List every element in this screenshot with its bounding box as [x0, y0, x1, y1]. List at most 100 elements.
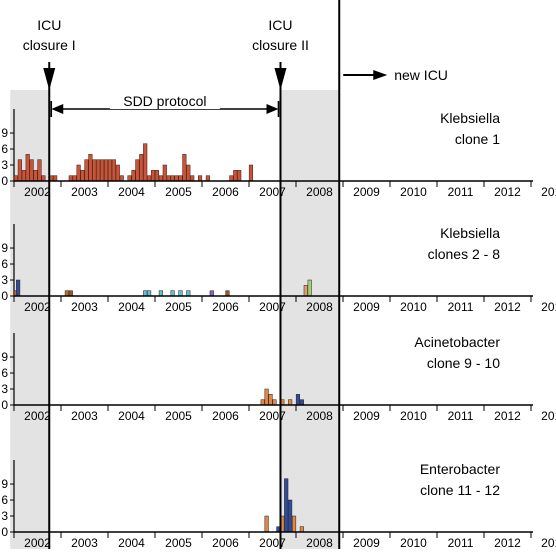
- x-tick-label-2007: 2007: [259, 300, 286, 314]
- bar-klebsiella-clone-1-26: [135, 159, 140, 182]
- bar-klebsiella-clone-1-6: [37, 159, 42, 182]
- y-tick-label: 9: [1, 477, 8, 491]
- y-tick-label: 3: [1, 382, 8, 396]
- icu-closure-2-label-line2: closure II: [252, 37, 309, 53]
- x-tick-label-2008: 2008: [306, 300, 333, 314]
- bar-klebsiella-clone-1-34: [166, 175, 171, 182]
- event-annotations: ICU closure I ICU closure II new ICU SDD prot…: [23, 0, 448, 549]
- x-tick-label-2009: 2009: [353, 185, 380, 199]
- bar-klebsiella-clone-1-33: [162, 164, 167, 182]
- bar-klebsiella-clone-1-7: [41, 175, 46, 182]
- bar-klebsiella-clone-1-20: [107, 159, 113, 182]
- bar-klebsiella-clone-1-11: [72, 175, 77, 182]
- x-tick-label-2004: 2004: [118, 185, 145, 199]
- bar-klebsiella-clone-1-17: [96, 159, 101, 182]
- y-tick-label: 6: [1, 257, 8, 271]
- bar-klebsiella-clone-1-15: [88, 154, 93, 182]
- x-tick-label-2007: 2007: [259, 185, 286, 199]
- panel-acinetobacter-clone-9-10: 0 3 6 9 2002 2003 2004 2005 2006 2007 2008 2009 2010…: [1, 333, 556, 423]
- bar-klebsiella-clone-1-41: [197, 175, 203, 182]
- x-tick-label-2011: 2011: [448, 409, 474, 423]
- bar-klebsiella-clones-2-8-7: [170, 290, 175, 297]
- panel-label-line2: clones 2 - 8: [428, 246, 501, 262]
- x-tick-label-2013: 2013: [541, 409, 556, 423]
- sdd-protocol-label-bg: [109, 95, 220, 109]
- x-tick-label-2003: 2003: [71, 536, 98, 550]
- x-tick-label-2009: 2009: [353, 536, 380, 550]
- bar-klebsiella-clone-1-16: [92, 159, 97, 182]
- x-tick-label-2006: 2006: [212, 536, 239, 550]
- bar-klebsiella-clone-1-27: [139, 154, 144, 182]
- x-tick-label-2010: 2010: [400, 536, 427, 550]
- x-tick-label-2007: 2007: [259, 536, 286, 550]
- x-tick-label-2005: 2005: [165, 300, 192, 314]
- bar-klebsiella-clone-1-23: [119, 175, 124, 182]
- bar-klebsiella-clones-2-8-11: [225, 290, 230, 297]
- y-tick-label: 3: [1, 273, 8, 287]
- panel-label-line1: Klebsiella: [440, 225, 500, 241]
- bar-klebsiella-clone-1-46: [248, 164, 254, 182]
- y-tick-label: 0: [1, 525, 8, 539]
- panel-klebsiella-clone-1: 0 3 6 9 2002 2003 2004 2005 2006 2007 2008 2009 2010…: [1, 109, 556, 199]
- x-tick-label-2004: 2004: [118, 536, 145, 550]
- bar-klebsiella-clones-2-8-10: [209, 290, 214, 297]
- sdd-protocol-label: SDD protocol: [123, 93, 206, 109]
- bar-klebsiella-clone-1-21: [111, 159, 116, 182]
- shaded-periods: [10, 90, 340, 549]
- bar-enterobacter-clone-11-12-5: [291, 515, 297, 533]
- x-tick-label-2012: 2012: [494, 536, 521, 550]
- x-tick-label-2005: 2005: [165, 185, 192, 199]
- bar-klebsiella-clones-2-8-2: [64, 290, 69, 297]
- x-tick-label-2002: 2002: [24, 300, 51, 314]
- bar-klebsiella-clone-1-24: [127, 175, 132, 182]
- bar-klebsiella-clones-2-8-13: [307, 279, 312, 297]
- panel-label-line1: Klebsiella: [440, 110, 500, 126]
- bar-klebsiella-clone-1-37: [178, 175, 183, 182]
- bar-klebsiella-clone-1-4: [29, 159, 34, 182]
- bar-klebsiella-clones-2-8-9: [186, 290, 191, 297]
- bar-klebsiella-clone-1-31: [154, 170, 160, 182]
- x-tick-label-2003: 2003: [71, 300, 98, 314]
- panel-label-line2: clone 1: [455, 131, 500, 147]
- x-tick-label-2002: 2002: [24, 185, 51, 199]
- x-tick-label-2013: 2013: [541, 185, 556, 199]
- bar-klebsiella-clone-1-44: [233, 170, 238, 182]
- bar-klebsiella-clone-1-42: [205, 175, 210, 182]
- bar-acinetobacter-clone-9-10-0: [260, 399, 265, 406]
- bar-klebsiella-clone-1-29: [147, 175, 152, 182]
- bar-klebsiella-clone-1-22: [115, 164, 120, 182]
- x-tick-label-2012: 2012: [494, 300, 521, 314]
- x-tick-label-2006: 2006: [212, 409, 239, 423]
- sdd-protocol-arrow-right: [266, 104, 279, 114]
- bar-klebsiella-clone-1-1: [17, 159, 22, 182]
- bar-klebsiella-clones-2-8-4: [143, 290, 148, 297]
- x-tick-label-2010: 2010: [400, 409, 427, 423]
- panel-klebsiella-clones-2-8: 0 3 6 9 2002 2003 2004 2005 2006 2007 2008 2009 2010…: [1, 224, 556, 314]
- panel-enterobacter-clone-11-12: 0 3 6 9 2002 2003 2004 2005 2006 2007 2008 2009 2010…: [1, 460, 556, 550]
- bar-klebsiella-clone-1-28: [143, 143, 148, 182]
- bar-acinetobacter-clone-9-10-2: [268, 394, 273, 406]
- y-tick-label: 9: [1, 126, 8, 140]
- x-tick-label-2008: 2008: [306, 536, 333, 550]
- x-tick-label-2002: 2002: [24, 536, 51, 550]
- bar-klebsiella-clones-2-8-8: [178, 290, 183, 297]
- icu-closure-2-label-line1: ICU: [268, 17, 292, 33]
- y-tick-label: 0: [1, 174, 8, 188]
- icu-closure-1-label-line1: ICU: [37, 17, 61, 33]
- x-tick-label-2007: 2007: [259, 409, 286, 423]
- x-tick-label-2011: 2011: [448, 185, 474, 199]
- x-tick-label-2003: 2003: [71, 409, 98, 423]
- x-tick-label-2006: 2006: [212, 300, 239, 314]
- x-tick-label-2004: 2004: [118, 409, 145, 423]
- y-tick-label: 3: [1, 158, 8, 172]
- y-tick-label: 0: [1, 398, 8, 412]
- bar-acinetobacter-clone-9-10-7: [299, 399, 304, 406]
- x-tick-label-2008: 2008: [306, 409, 333, 423]
- bar-klebsiella-clones-2-8-12: [303, 285, 308, 297]
- bar-klebsiella-clones-2-8-1: [16, 279, 21, 297]
- bar-klebsiella-clone-1-0: [13, 175, 19, 182]
- bar-klebsiella-clone-1-25: [131, 170, 136, 182]
- bar-klebsiella-clone-1-43: [229, 175, 234, 182]
- y-tick-label: 9: [1, 350, 8, 364]
- x-tick-label-2013: 2013: [541, 536, 556, 550]
